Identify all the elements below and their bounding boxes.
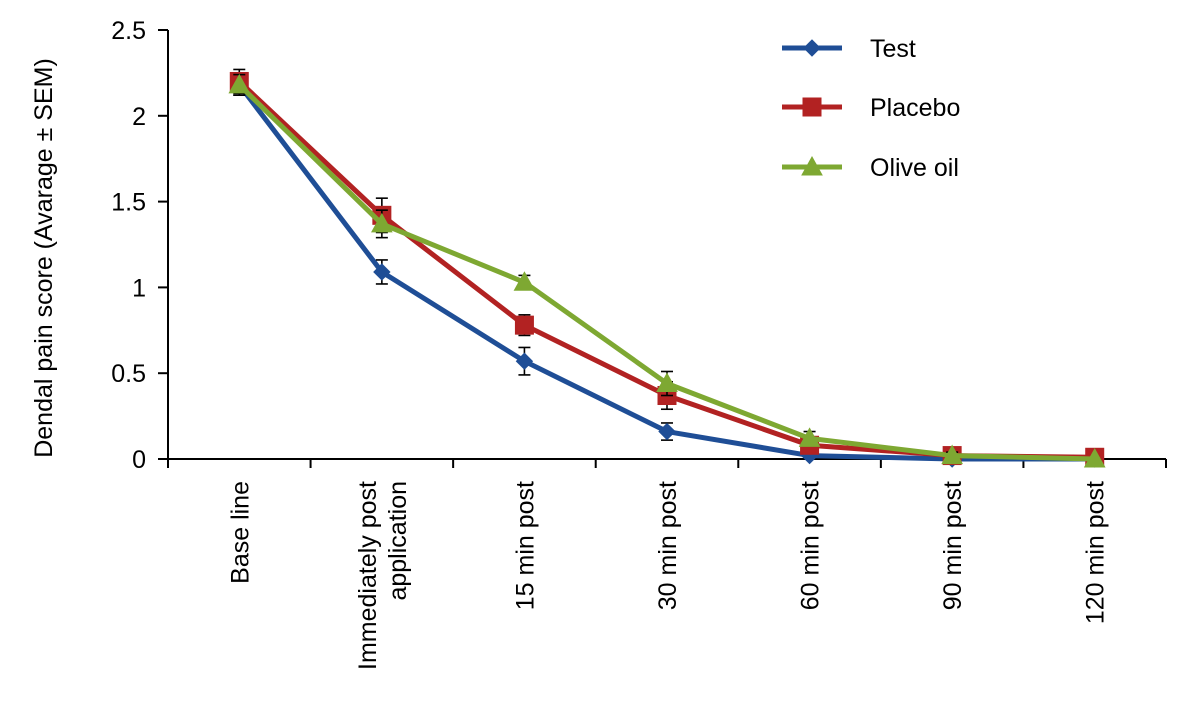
legend-label: Placebo — [870, 94, 960, 122]
y-axis: 0 0.5 1 1.5 2 2.5 — [111, 17, 169, 474]
y-tick-label: 0.5 — [111, 360, 146, 388]
data-point — [228, 73, 251, 94]
series-group — [228, 68, 1106, 468]
y-tick-label: 0 — [132, 446, 146, 474]
y-tick-label: 2.5 — [111, 17, 146, 45]
legend-label: Test — [870, 35, 916, 63]
y-tick-label: 1 — [132, 274, 146, 302]
x-tick-label: application — [384, 481, 412, 601]
data-point — [514, 315, 534, 335]
legend-marker — [801, 155, 823, 176]
data-point — [658, 422, 676, 441]
data-point — [371, 212, 393, 233]
data-point — [941, 444, 963, 465]
x-axis: Base line Immediately post application 15 m… — [167, 458, 1167, 670]
x-tick-label: Immediately post — [354, 481, 382, 670]
x-tick-label: 90 min post — [939, 481, 967, 610]
y-tick-label: 1.5 — [111, 189, 146, 217]
data-point — [513, 271, 536, 291]
data-point — [798, 427, 821, 447]
legend-label: Olive oil — [870, 154, 959, 182]
x-tick-label: 15 min post — [511, 481, 539, 610]
legend-marker — [803, 39, 821, 57]
data-point — [515, 352, 534, 370]
x-tick-label: Base line — [226, 481, 254, 584]
data-point — [373, 263, 391, 281]
x-tick-label: 30 min post — [654, 481, 682, 610]
y-tick-label: 2 — [132, 103, 146, 131]
data-point — [1083, 447, 1106, 468]
x-tick-label: 120 min post — [1082, 481, 1110, 624]
data-point — [656, 372, 678, 392]
y-axis-title: Dendal pain score (Avarage ± SEM) — [30, 58, 58, 458]
x-tick-label: 60 min post — [797, 481, 825, 610]
series-olive-oil — [228, 73, 1106, 468]
legend: Test Placebo Olive oil — [782, 35, 960, 182]
series-placebo — [229, 68, 1105, 467]
legend-marker — [802, 97, 822, 117]
